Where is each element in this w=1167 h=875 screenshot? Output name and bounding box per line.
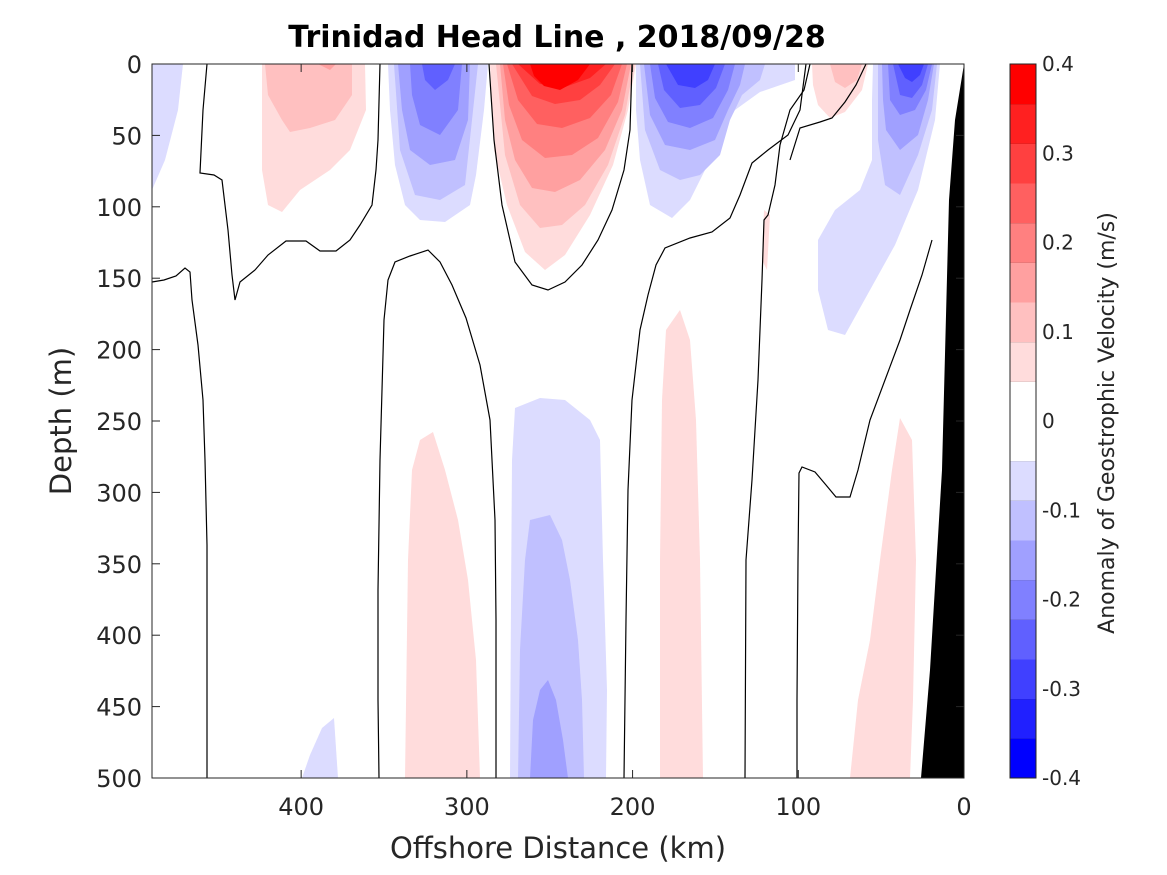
negative-anomaly-region	[518, 515, 584, 778]
y-axis-label: Depth (m)	[44, 347, 78, 495]
colorbar-block	[1010, 64, 1036, 105]
positive-anomaly-region	[318, 64, 336, 70]
zero-contour-line	[623, 63, 807, 779]
colorbar-label: Anomaly of Geostrophic Velocity (m/s)	[1095, 212, 1120, 634]
x-axis-label: Offshore Distance (km)	[390, 831, 726, 865]
negative-anomaly-region	[152, 64, 183, 190]
positive-anomaly-region	[265, 64, 352, 132]
x-axis-ticks: 400 300 200 100 0	[278, 64, 972, 821]
colorbar-blocks	[1010, 63, 1036, 779]
y-tick-label: 200	[96, 337, 142, 365]
colorbar-tick-label: -0.4	[1042, 766, 1081, 790]
negative-anomaly-region	[666, 64, 715, 88]
negative-anomaly-region	[302, 718, 338, 778]
zero-contour-line	[377, 249, 497, 779]
zero-contour-line	[789, 63, 867, 161]
colorbar-block	[1010, 421, 1036, 462]
colorbar-tick-label: 0.2	[1042, 231, 1074, 255]
colorbar-tick-label: 0.1	[1042, 320, 1074, 344]
colorbar-tick-label: 0.4	[1042, 52, 1074, 76]
x-tick-label: 400	[278, 793, 324, 821]
x-tick-label: 100	[775, 793, 821, 821]
colorbar-block	[1010, 222, 1036, 263]
colorbar: 0.4 0.3 0.2 0.1 0 -0.1 -0.2 -0.3 -0.4 Anomaly of…	[1009, 52, 1120, 790]
zero-contour-line	[796, 239, 933, 778]
positive-anomaly-region	[850, 418, 916, 778]
negative-anomaly-region	[410, 64, 462, 135]
colorbar-tick-label: -0.3	[1042, 677, 1081, 701]
colorbar-block	[1010, 143, 1036, 184]
colorbar-tick-label: 0	[1042, 409, 1055, 433]
negative-anomaly-region	[898, 64, 924, 82]
negative-anomaly-region	[422, 64, 455, 90]
colorbar-block	[1010, 183, 1036, 224]
y-tick-label: 50	[111, 122, 142, 150]
colorbar-block	[1010, 262, 1036, 303]
colorbar-tick-label: 0.3	[1042, 141, 1074, 165]
zero-contour-line	[744, 63, 811, 779]
colorbar-block	[1010, 698, 1036, 739]
colorbar-block	[1010, 381, 1036, 422]
x-tick-label: 200	[610, 793, 656, 821]
colorbar-block	[1010, 540, 1036, 581]
zero-contour-lines	[151, 63, 933, 779]
colorbar-tick-label: -0.1	[1042, 498, 1081, 522]
colorbar-block	[1010, 619, 1036, 660]
colorbar-block	[1010, 103, 1036, 144]
positive-anomaly-region	[530, 64, 590, 90]
x-tick-label: 300	[444, 793, 490, 821]
y-tick-label: 300	[96, 479, 142, 507]
zero-contour-line	[199, 63, 381, 301]
colorbar-block	[1010, 341, 1036, 382]
colorbar-block	[1010, 659, 1036, 700]
velocity-anomaly-fields	[152, 64, 940, 778]
zero-contour-line	[151, 267, 208, 778]
y-tick-label: 150	[96, 265, 142, 293]
colorbar-block	[1010, 579, 1036, 620]
x-tick-label: 0	[956, 793, 971, 821]
y-tick-label: 400	[96, 622, 142, 650]
colorbar-block	[1010, 302, 1036, 343]
positive-anomaly-region	[405, 432, 480, 778]
y-tick-label: 450	[96, 694, 142, 722]
zero-contour-line	[488, 63, 633, 291]
y-axis-ticks: 0 50 100 150 200 250 300 350 400 450 500	[96, 51, 964, 793]
colorbar-block	[1010, 738, 1036, 779]
y-tick-label: 0	[127, 51, 142, 79]
y-tick-label: 500	[96, 765, 142, 793]
y-tick-label: 250	[96, 408, 142, 436]
colorbar-block	[1010, 500, 1036, 541]
chart-title: Trinidad Head Line , 2018/09/28	[288, 20, 825, 55]
plot-area	[151, 63, 965, 779]
y-tick-label: 100	[96, 194, 142, 222]
positive-anomaly-region	[830, 64, 862, 88]
negative-anomaly-region	[530, 680, 568, 778]
y-tick-label: 350	[96, 551, 142, 579]
colorbar-tick-label: -0.2	[1042, 588, 1081, 612]
colorbar-frame	[1009, 63, 1037, 779]
bathymetry-seafloor	[921, 64, 964, 778]
colorbar-ticks: 0.4 0.3 0.2 0.1 0 -0.1 -0.2 -0.3 -0.4	[1042, 52, 1081, 790]
positive-anomaly-region	[660, 310, 703, 778]
colorbar-block	[1010, 460, 1036, 501]
